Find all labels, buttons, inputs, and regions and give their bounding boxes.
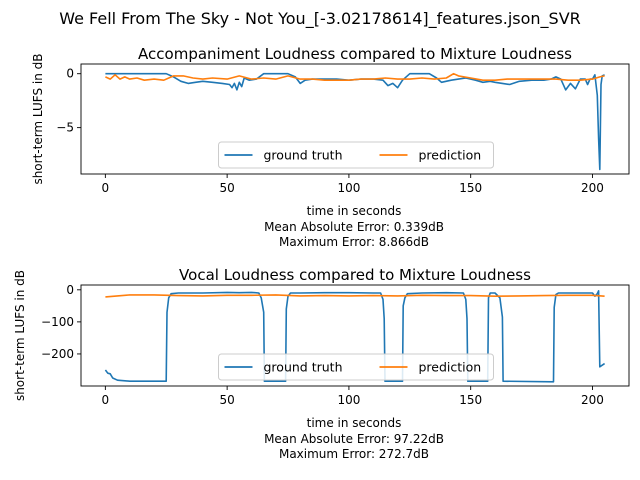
- chart-title: Accompaniment Loudness compared to Mixtu…: [138, 45, 572, 63]
- y-tick-label: 0: [66, 283, 74, 297]
- legend-label-ground-truth: ground truth: [264, 360, 343, 375]
- x-tick-label: 0: [102, 181, 110, 195]
- legend: ground truth prediction: [218, 141, 494, 169]
- error-summary: Mean Absolute Error: 97.22dB: [264, 432, 444, 446]
- error-summary: Maximum Error: 8.866dB: [279, 235, 429, 249]
- x-tick-label: 100: [337, 393, 360, 407]
- x-tick-label: 200: [581, 181, 604, 195]
- legend-box: [218, 353, 494, 381]
- chart-title: Vocal Loudness compared to Mixture Loudn…: [179, 266, 531, 284]
- legend-box: [218, 141, 494, 169]
- x-tick-label: 50: [219, 393, 234, 407]
- axes-frame: [80, 63, 630, 175]
- series-line-prediction: [105, 294, 605, 298]
- x-tick-label: 50: [219, 181, 234, 195]
- x-tick-label: 100: [337, 181, 360, 195]
- legend-label-prediction: prediction: [419, 360, 482, 375]
- legend: ground truth prediction: [218, 353, 494, 381]
- axes-frame: [80, 284, 630, 387]
- y-axis-label: short-term LUFS in dB: [31, 53, 45, 184]
- x-tick-label: 150: [459, 181, 482, 195]
- series-line-ground-truth: [104, 289, 606, 383]
- accompaniment-chart: 0 50 100 150 200 0 −5 Accompaniment Loudness co…: [31, 45, 630, 249]
- series-line-prediction: [105, 72, 605, 81]
- y-tick-label: −100: [41, 315, 74, 329]
- series-line-ground-truth: [105, 72, 605, 171]
- vocal-chart: 0 50 100 150 200 0 −100 −200 Vocal Loudness comp…: [13, 266, 630, 461]
- y-tick-label: −200: [41, 347, 74, 361]
- y-tick-label: −5: [56, 121, 74, 135]
- x-tick-label: 0: [102, 393, 110, 407]
- x-tick-label: 200: [581, 393, 604, 407]
- error-summary: Mean Absolute Error: 0.339dB: [264, 220, 444, 234]
- y-axis-label: short-term LUFS in dB: [13, 270, 27, 401]
- legend-label-ground-truth: ground truth: [264, 148, 343, 163]
- figure-title: We Fell From The Sky - Not You_[-3.02178…: [59, 9, 581, 29]
- legend-label-prediction: prediction: [419, 148, 482, 163]
- y-tick-label: 0: [66, 67, 74, 81]
- x-tick-label: 150: [459, 393, 482, 407]
- x-axis-label: time in seconds: [307, 204, 402, 218]
- x-axis-label: time in seconds: [307, 416, 402, 430]
- error-summary: Maximum Error: 272.7dB: [279, 447, 429, 461]
